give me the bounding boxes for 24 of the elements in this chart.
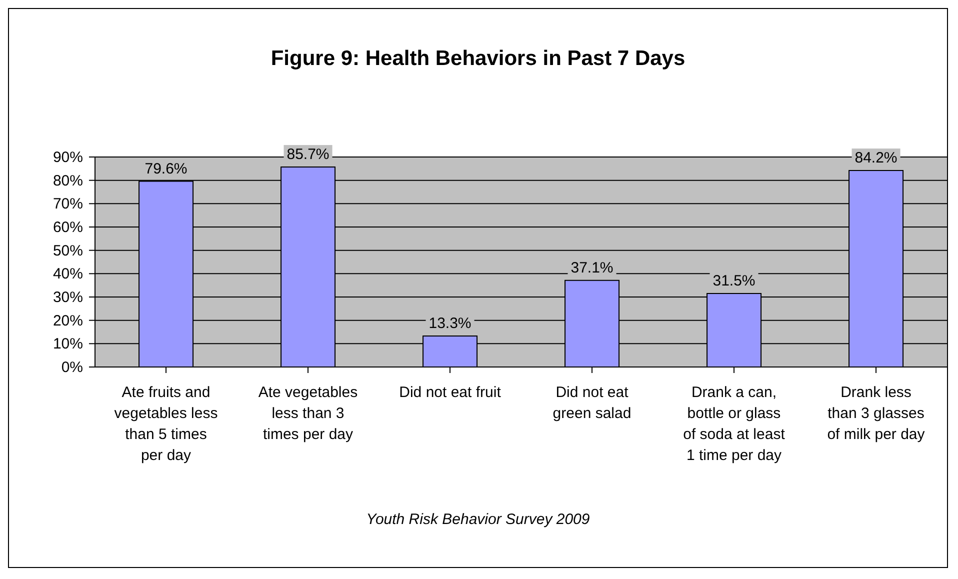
- data-label: 85.7%: [286, 146, 330, 164]
- y-tick-label: 50%: [52, 242, 83, 260]
- y-tick-label: 80%: [52, 172, 83, 190]
- y-tick-label: 20%: [52, 312, 83, 330]
- y-tick-label: 10%: [52, 336, 83, 353]
- data-label: 13.3%: [428, 314, 472, 332]
- chart-title: Figure 9: Health Behaviors in Past 7 Days: [270, 46, 686, 72]
- y-tick-label: 40%: [52, 266, 83, 283]
- y-tick-label: 30%: [52, 289, 83, 306]
- x-tick-label: Did not eat green salad: [552, 384, 632, 422]
- x-tick-label: Ate fruits and vegetables less than 5 times per day: [114, 384, 218, 464]
- y-tick-label: 60%: [52, 219, 83, 236]
- x-tick-label: Did not eat fruit: [399, 384, 502, 401]
- y-tick-label: 70%: [52, 196, 83, 213]
- y-tick-label: 90%: [52, 149, 83, 166]
- x-tick-label: Drank less than 3 glasses of milk per day: [827, 384, 926, 443]
- data-label: 79.6%: [144, 160, 188, 178]
- x-tick-label: Drank a can, bottle or glass of soda at least 1 time per day: [683, 384, 786, 464]
- data-label: 31.5%: [712, 272, 756, 290]
- data-label: 37.1%: [570, 259, 614, 276]
- data-label: 84.2%: [854, 150, 898, 167]
- y-tick-label: 0%: [61, 359, 83, 376]
- x-tick-label: Ate vegetables less than 3 times per day: [258, 384, 358, 443]
- text: Youth Risk Behavior Survey 2009: [365, 511, 591, 528]
